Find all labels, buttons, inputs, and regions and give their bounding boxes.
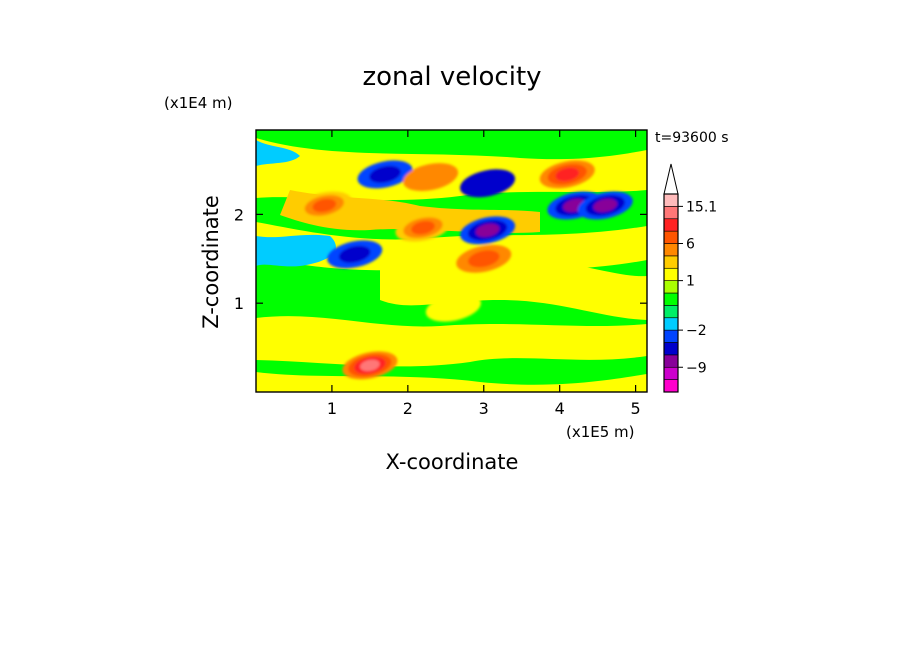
feature-2-level-0 [460, 169, 516, 198]
colorbar-segment-6 [663, 305, 679, 319]
band-yellow-deep [256, 316, 647, 367]
y-tick-label: 2 [234, 205, 244, 224]
x-tick-label: 2 [403, 399, 413, 418]
feature-2 [460, 169, 516, 198]
colorbar: 15.1 6 1 −2 −9 [663, 163, 717, 393]
feature-1-level-0 [403, 163, 459, 192]
feature-7-level-1 [468, 250, 500, 268]
x-axis-label: X-coordinate [386, 450, 519, 474]
y-tick-label: 1 [234, 294, 244, 313]
feature-5-level-2 [475, 223, 500, 238]
feature-3-level-2 [312, 198, 337, 213]
feature-1 [403, 163, 459, 192]
colorbar-segment-11 [663, 243, 679, 257]
colorbar-segment-13 [663, 218, 679, 232]
colorbar-label: 1 [686, 274, 695, 290]
colorbar-segment-8 [663, 280, 679, 294]
feature-7 [456, 244, 512, 273]
colorbar-segment-4 [663, 329, 679, 343]
feature-4-level-2 [411, 221, 435, 235]
colorbar-segment-2 [663, 354, 679, 368]
feature-0-level-1 [369, 165, 401, 183]
band-yellow-lower [380, 262, 647, 320]
colorbar-segment-9 [663, 267, 679, 281]
colorbar-frame [663, 193, 679, 393]
feature-3 [296, 191, 352, 220]
time-label: t=93600 s [655, 130, 729, 146]
colorbar-segment-5 [663, 317, 679, 331]
x-axis-ticks: 1 2 3 4 5 [327, 130, 641, 418]
colorbar-extend-arrow [663, 163, 679, 195]
colorbar-label: −2 [686, 323, 707, 339]
feature-11-level-0 [425, 293, 481, 322]
colorbar-segment-10 [663, 255, 679, 269]
feature-10-level-2 [555, 167, 580, 182]
colorbar-segment-12 [663, 230, 679, 244]
chart-title: zonal velocity [362, 62, 541, 92]
colorbar-segment-7 [663, 292, 679, 306]
heatmap-field [256, 130, 647, 392]
colorbar-segment-14 [663, 206, 679, 220]
feature-12-level-3 [360, 359, 380, 372]
heatmap-features [296, 160, 633, 380]
plot-frame [255, 129, 648, 393]
x-tick-label: 3 [479, 399, 489, 418]
band-cyan-top [256, 140, 300, 166]
feature-0 [357, 160, 413, 189]
feature-9-level-2 [593, 198, 618, 213]
colorbar-label: 6 [686, 237, 695, 253]
y-axis-ticks: 12 [234, 205, 647, 313]
y-axis-label: Z-coordinate [199, 195, 223, 329]
colorbar-label: 15.1 [686, 199, 717, 215]
feature-12 [342, 351, 398, 380]
colorbar-segment-0 [663, 379, 679, 393]
feature-6 [327, 240, 383, 269]
colorbar-segment-15 [663, 193, 679, 207]
feature-9 [577, 191, 633, 220]
feature-5 [460, 216, 516, 245]
x-tick-label: 5 [631, 399, 641, 418]
colorbar-label: −9 [686, 360, 707, 376]
colorbar-segment-1 [663, 366, 679, 380]
feature-11 [425, 293, 481, 322]
feature-4 [395, 213, 451, 242]
x-tick-label: 4 [555, 399, 565, 418]
x-tick-label: 1 [327, 399, 337, 418]
band-cyan-left [256, 234, 336, 267]
colorbar-segment-3 [663, 342, 679, 356]
x-unit-label: (x1E5 m) [566, 423, 635, 441]
feature-10 [539, 160, 595, 189]
feature-6-level-1 [338, 245, 371, 263]
y-unit-label: (x1E4 m) [164, 94, 233, 112]
